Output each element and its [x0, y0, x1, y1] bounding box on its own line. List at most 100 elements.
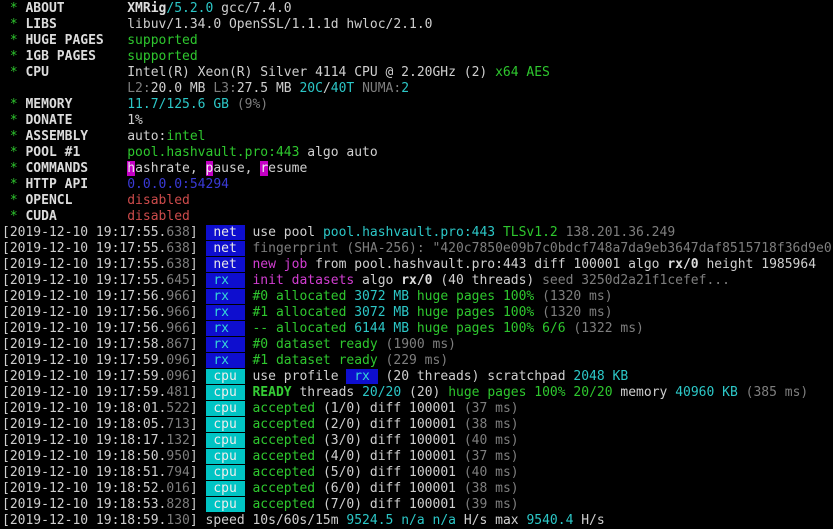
commands-row: * COMMANDS hashrate, pause, resume	[2, 161, 833, 177]
bullet: *	[2, 17, 26, 32]
text-segment: ]	[189, 225, 206, 240]
text-segment: huge pages 100%	[416, 305, 543, 320]
log-row: [2019-12-10 19:18:05.713] cpu accepted (…	[2, 417, 833, 433]
text-segment: ]	[189, 321, 206, 336]
bullet: *	[2, 65, 26, 80]
text-segment: XMRig	[127, 1, 167, 16]
timestamp: [2019-12-10 19:18:52.	[2, 481, 167, 496]
opencl-row: * OPENCL disabled	[2, 193, 833, 209]
text-segment: (1322 ms)	[573, 321, 644, 336]
text-segment: (385 ms)	[737, 385, 809, 400]
text-segment: H/s	[581, 513, 605, 528]
field-label: CUDA	[25, 209, 128, 224]
text-segment: disabled	[127, 193, 190, 208]
text-segment: (39 ms)	[463, 497, 519, 512]
text-segment: 40T	[330, 81, 355, 96]
log-row: [2019-12-10 19:17:56.966] rx -- allocate…	[2, 321, 833, 337]
timestamp: [2019-12-10 19:17:55.	[2, 257, 167, 272]
timestamp: [2019-12-10 19:18:50.	[2, 449, 167, 464]
bullet: *	[2, 177, 26, 192]
timestamp-ms: 828	[166, 497, 190, 512]
net-tag: net	[205, 225, 245, 240]
text-segment: gcc/7.4.0	[213, 1, 292, 16]
field-label: ASSEMBLY	[25, 129, 128, 144]
text-segment: (7/0) diff 100001	[322, 497, 464, 512]
text-segment: /5.2.0	[166, 1, 214, 16]
text-segment: memory	[612, 385, 676, 400]
log-row: [2019-12-10 19:18:53.828] cpu accepted (…	[2, 497, 833, 513]
timestamp-ms: 522	[166, 401, 190, 416]
text-segment: libuv/1.34.0 OpenSSL/1.1.1d hwloc/2.1.0	[127, 17, 433, 32]
text-segment: (20)	[401, 385, 449, 400]
text-segment: height 1985964	[698, 257, 817, 272]
text-segment: (2/0) diff 100001	[322, 417, 464, 432]
text-segment: algo auto	[299, 145, 378, 160]
text-segment: rx/0	[401, 273, 433, 288]
cuda-row: * CUDA disabled	[2, 209, 833, 225]
text-segment: ]	[189, 385, 206, 400]
text-segment: 11.7/125.6 GB	[127, 97, 237, 112]
text-segment: (9%)	[236, 97, 269, 112]
field-label: DONATE	[25, 113, 128, 128]
text-segment: accepted	[244, 497, 323, 512]
rx-profile-tag: rx	[346, 369, 378, 384]
text-segment: (1900 ms)	[385, 337, 456, 352]
field-label: 1GB PAGES	[25, 49, 128, 64]
field-label: HUGE PAGES	[25, 33, 128, 48]
text-segment: -- allocated	[244, 321, 355, 336]
timestamp: [2019-12-10 19:17:56.	[2, 321, 167, 336]
field-label: POOL #1	[25, 145, 128, 160]
text-segment: 27.5 MB	[236, 81, 300, 96]
field-label: LIBS	[25, 17, 128, 32]
text-segment: 2	[401, 81, 410, 96]
text-segment	[2, 81, 127, 96]
1gb-pages-row: * 1GB PAGES supported	[2, 49, 833, 65]
text-segment: ] speed 10s/60s/15m	[189, 513, 347, 528]
text-segment: 20.0 MB	[150, 81, 214, 96]
text-segment: accepted	[244, 449, 323, 464]
cpu-tag: cpu	[205, 433, 245, 448]
text-segment: 2048 KB	[573, 369, 629, 384]
text-segment: ]	[189, 497, 206, 512]
http-api-row: * HTTP API 0.0.0.0:54294	[2, 177, 833, 193]
field-label: COMMANDS	[25, 161, 128, 176]
text-segment: pool.hashvault.pro:443	[322, 225, 496, 240]
timestamp: [2019-12-10 19:18:01.	[2, 401, 167, 416]
timestamp: [2019-12-10 19:18:59.	[2, 513, 167, 528]
timestamp: [2019-12-10 19:17:56.	[2, 305, 167, 320]
text-segment: 3072 MB	[354, 289, 417, 304]
text-segment: #1 dataset ready	[244, 353, 386, 368]
field-label: OPENCL	[25, 193, 128, 208]
text-segment: (4/0) diff 100001	[322, 449, 464, 464]
text-segment: use profile	[244, 369, 347, 384]
pool-row: * POOL #1 pool.hashvault.pro:443 algo au…	[2, 145, 833, 161]
cpu-tag: cpu	[205, 481, 245, 496]
timestamp-ms: 713	[166, 417, 190, 432]
text-segment: ]	[189, 433, 206, 448]
log-row: [2019-12-10 19:17:59.096] rx #1 dataset …	[2, 353, 833, 369]
text-segment: ]	[189, 481, 206, 496]
bullet: *	[2, 129, 26, 144]
text-segment: (229 ms)	[385, 353, 449, 368]
log-row: [2019-12-10 19:17:55.638] net new job fr…	[2, 257, 833, 273]
text-segment: (40 ms)	[463, 465, 519, 480]
cpu-tag: cpu	[205, 465, 245, 480]
text-segment: READY	[244, 385, 292, 400]
text-segment: 9524.5 n/a n/a	[346, 513, 464, 528]
text-segment: supported	[127, 33, 198, 48]
text-segment: supported	[127, 49, 198, 64]
text-segment: ]	[189, 449, 206, 464]
speed-row: [2019-12-10 19:18:59.130] speed 10s/60s/…	[2, 513, 833, 529]
log-row: [2019-12-10 19:17:56.966] rx #0 allocate…	[2, 289, 833, 305]
text-segment: 138.201.36.249	[557, 225, 676, 240]
timestamp: [2019-12-10 19:18:53.	[2, 497, 167, 512]
text-segment: algo	[354, 273, 402, 288]
timestamp: [2019-12-10 19:18:17.	[2, 433, 167, 448]
bullet: *	[2, 209, 26, 224]
text-segment: ]	[189, 401, 206, 416]
log-row: [2019-12-10 19:17:55.638] net use pool p…	[2, 225, 833, 241]
field-label: CPU	[25, 65, 128, 80]
text-segment: new job	[244, 257, 308, 272]
text-segment: 9540.4	[526, 513, 582, 528]
